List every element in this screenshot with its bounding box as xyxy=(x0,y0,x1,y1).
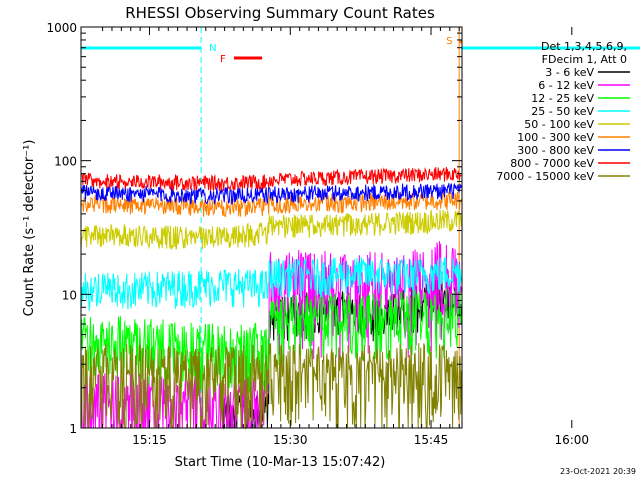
y-tick-label: 100 xyxy=(54,155,77,169)
series-800-7000-kev xyxy=(80,166,462,192)
legend-entry-label: 800 - 7000 keV xyxy=(510,157,594,170)
legend-entry-label: 7000 - 15000 keV xyxy=(496,170,594,183)
legend-header-line: Det 1,3,4,5,6,9, xyxy=(541,40,627,53)
x-tick-label: 16:00 xyxy=(554,433,589,447)
y-axis-label: Count Rate (s⁻¹ detector⁻¹) xyxy=(22,140,37,317)
series-trace xyxy=(80,166,462,192)
chart-title: RHESSI Observing Summary Count Rates xyxy=(125,4,435,22)
legend-entry-label: 300 - 800 keV xyxy=(517,144,594,157)
x-tick-label: 15:45 xyxy=(414,433,449,447)
series-100-300-kev xyxy=(80,190,462,218)
flare-label: F xyxy=(220,54,226,65)
x-tick-label: 15:15 xyxy=(132,433,167,447)
series-trace xyxy=(80,190,462,218)
x-tick-label: 15:30 xyxy=(273,433,308,447)
series-trace xyxy=(80,209,462,250)
legend-entry-label: 100 - 300 keV xyxy=(517,131,594,144)
y-tick-label: 1000 xyxy=(46,21,77,35)
series-trace xyxy=(80,286,462,393)
saa-label: S xyxy=(446,36,452,47)
y-tick-label: 10 xyxy=(62,288,77,302)
series-trace xyxy=(80,182,462,205)
series-trace xyxy=(80,256,462,312)
legend-entry-label: 50 - 100 keV xyxy=(524,118,594,131)
series-50-100-kev xyxy=(80,209,462,250)
series-25-50-kev xyxy=(80,256,462,312)
x-axis-label: Start Time (10-Mar-13 15:07:42) xyxy=(175,455,386,470)
timestamp-label: 23-Oct-2021 20:39 xyxy=(560,467,636,476)
legend-entry-label: 12 - 25 keV xyxy=(531,92,594,105)
legend-header-line: FDecim 1, Att 0 xyxy=(542,53,627,66)
y-tick-label: 1 xyxy=(69,422,77,436)
series-300-800-kev xyxy=(80,182,462,205)
series-12-25-kev xyxy=(80,286,462,393)
legend-entry-label: 6 - 12 keV xyxy=(538,79,594,92)
series-7000-15000-kev xyxy=(80,343,462,430)
series-trace xyxy=(80,343,462,430)
legend-entry-label: 3 - 6 keV xyxy=(545,66,594,79)
night-label: N xyxy=(209,43,216,54)
legend-entry-label: 25 - 50 keV xyxy=(531,105,594,118)
